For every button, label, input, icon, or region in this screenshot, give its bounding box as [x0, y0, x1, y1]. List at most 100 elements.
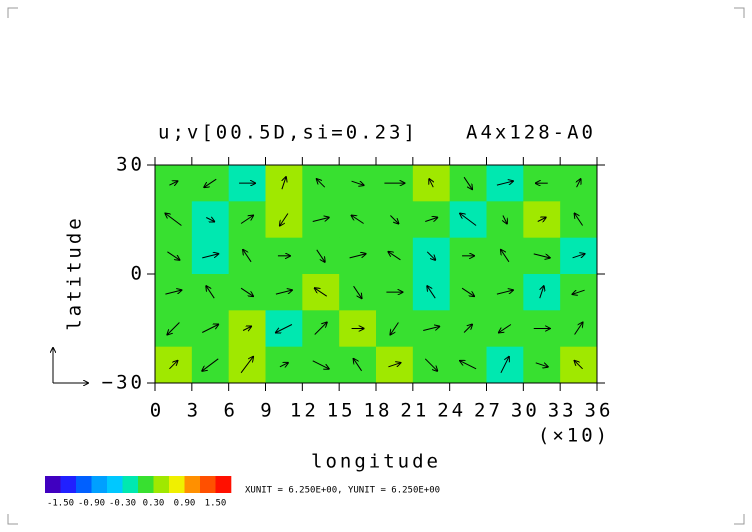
vector-arrow: [279, 363, 288, 367]
colorbar-swatch: [200, 476, 216, 493]
colorbar-tick-label: 0.30: [143, 499, 165, 509]
colorbar-tick-label: -0.30: [109, 499, 136, 509]
vector-arrow: [575, 361, 583, 370]
x-tick-label: 21: [400, 400, 429, 422]
colorbar-swatch: [215, 476, 232, 493]
vector-arrow: [204, 178, 217, 187]
vector-arrow: [500, 357, 509, 374]
vector-arrow: [460, 214, 477, 226]
vector-arrow: [496, 181, 513, 186]
vector-arrow: [240, 216, 253, 224]
vector-arrow: [388, 252, 401, 261]
vector-arrow: [390, 322, 399, 335]
vector-arrow: [461, 287, 474, 296]
colorbar-swatch: [45, 476, 61, 493]
vector-arrow: [572, 254, 585, 259]
x-tick-label: 12: [290, 400, 319, 422]
corner-marks: [7, 7, 745, 525]
vector-arrow: [202, 358, 219, 371]
vector-arrow: [202, 325, 218, 333]
vector-arrow: [535, 362, 548, 367]
vector-arrow: [575, 214, 583, 226]
y-tick-label: 0: [131, 263, 145, 285]
vector-arrow: [349, 254, 366, 259]
vector-arrow: [533, 253, 550, 258]
colorbar-swatch: [91, 476, 108, 493]
x-tick-label: 6: [223, 400, 237, 422]
vector-arrow: [312, 360, 329, 369]
x-tick-label: 15: [327, 400, 356, 422]
reference-vector: [53, 348, 88, 383]
colorbar-swatch: [153, 476, 170, 493]
vector-arrow: [426, 251, 435, 260]
x-tick-label: 27: [474, 400, 503, 422]
vector-arrow: [423, 327, 439, 331]
chart-subtitle: A4x128-A0: [466, 122, 596, 144]
vector-arrow: [499, 324, 512, 333]
vector-arrow: [275, 290, 292, 295]
vector-arrow: [240, 357, 253, 374]
vector-arrow: [280, 213, 289, 226]
vector-arrow: [169, 361, 177, 370]
vector-arrow: [577, 179, 581, 188]
vector-arrow: [167, 322, 180, 335]
x-tick-label: 30: [511, 400, 540, 422]
vector-arrow: [165, 290, 181, 295]
vector-arrow: [429, 179, 433, 188]
colorbar-tick-label: 1.50: [205, 499, 227, 509]
vector-arrow: [573, 289, 585, 294]
vector-arrow: [315, 288, 328, 297]
vector-arrow: [501, 250, 510, 263]
unit-note: XUNIT = 6.250E+00, YUNIT = 6.250E+00: [245, 486, 440, 496]
y-tick-label: −30: [102, 372, 145, 394]
x-tick-label: 33: [548, 400, 577, 422]
x-tick-label: 24: [437, 400, 466, 422]
y-axis-label: latitude: [64, 215, 86, 331]
vector-arrow: [314, 323, 327, 335]
vector-arrow: [425, 218, 437, 222]
vector-arrow: [390, 215, 398, 224]
colorbar-swatch: [76, 476, 92, 493]
colorbar-swatch: [107, 476, 123, 493]
colorbar-tick-label: -1.50: [47, 499, 74, 509]
colorbar-swatch: [138, 476, 154, 493]
y-tick-label: 30: [116, 154, 145, 176]
vector-arrow: [496, 290, 513, 295]
vector-arrow: [242, 327, 251, 331]
vector-arrow: [206, 218, 214, 222]
vector-arrow: [424, 358, 437, 371]
x-tick-label: 36: [585, 400, 614, 422]
vector-arrow: [574, 323, 583, 335]
vector-arrow: [169, 181, 177, 185]
vector-arrow: [312, 218, 329, 222]
vector-arrow: [354, 359, 362, 372]
vector-arrow: [537, 218, 546, 222]
vector-arrow: [460, 361, 477, 370]
chart-title: u;v[00.5D,si=0.23]: [158, 122, 418, 144]
vector-arrow: [353, 285, 362, 298]
vector-arrow: [165, 214, 182, 226]
vector-arrow: [539, 286, 544, 299]
colorbar-tick-label: 0.90: [174, 499, 196, 509]
vector-arrow: [388, 363, 400, 368]
vector-arrow: [463, 325, 472, 333]
vector-arrow: [317, 179, 326, 188]
vector-arrow: [463, 176, 472, 189]
x-tick-label: 0: [150, 400, 164, 422]
vector-arrow: [243, 250, 252, 263]
vector-arrow: [167, 251, 179, 260]
vector-arrow: [316, 249, 325, 262]
x-tick-label: 9: [260, 400, 274, 422]
colorbar-swatch: [169, 476, 185, 493]
colorbar-swatch: [60, 476, 77, 493]
x-axis-unit: (×10): [538, 425, 610, 447]
vector-arrow: [427, 286, 436, 299]
vector-arrow: [240, 287, 253, 296]
colorbar-tick-label: -0.90: [78, 499, 105, 509]
vector-arrow: [276, 324, 293, 333]
vector-arrow: [503, 215, 507, 224]
vector-arrow: [281, 177, 286, 190]
vector-arrow: [352, 216, 364, 224]
vector-arrow: [351, 180, 364, 185]
